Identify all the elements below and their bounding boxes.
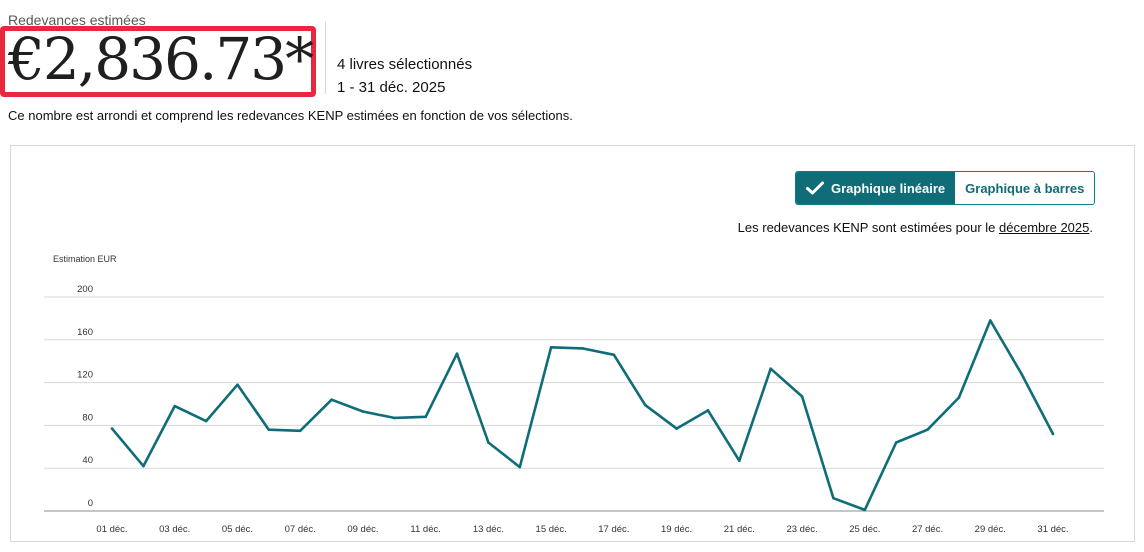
- y-tick-label: 160: [77, 327, 93, 338]
- total-royalties-amount: €2,836.73*: [8, 25, 314, 93]
- x-tick-label: 29 déc.: [975, 524, 1006, 535]
- line-chart-button[interactable]: Graphique linéaire: [796, 172, 956, 204]
- y-tick-label: 80: [82, 412, 93, 423]
- data-point: [330, 398, 333, 402]
- y-axis-title: Estimation EUR: [53, 254, 117, 264]
- data-point: [393, 416, 396, 420]
- data-point: [204, 419, 208, 423]
- data-point: [738, 459, 741, 463]
- x-tick-label: 13 déc.: [473, 524, 504, 535]
- data-point: [894, 441, 898, 444]
- data-point: [1020, 372, 1023, 376]
- x-tick-label: 25 déc.: [849, 524, 880, 535]
- chart-type-toggle: Graphique linéaire Graphique à barres: [795, 171, 1096, 205]
- data-point: [706, 409, 710, 412]
- data-point: [267, 428, 271, 431]
- checkmark-icon: [806, 181, 824, 195]
- data-point: [173, 404, 177, 408]
- estimated-royalties-label: Redevances estimées: [8, 12, 146, 28]
- bar-chart-label: Graphique à barres: [965, 180, 1085, 196]
- x-tick-label: 23 déc.: [786, 524, 817, 535]
- divider: [325, 22, 326, 94]
- x-tick-label: 01 déc.: [96, 524, 127, 535]
- kenp-note-suffix: .: [1089, 220, 1093, 235]
- chart-card: [10, 145, 1135, 542]
- books-selected-count: 4 livres sélectionnés: [337, 56, 473, 73]
- data-point: [769, 367, 772, 370]
- y-tick-label: 120: [77, 370, 93, 381]
- x-tick-label: 21 déc.: [724, 524, 755, 535]
- x-tick-label: 31 déc.: [1037, 524, 1068, 535]
- data-point: [518, 465, 522, 469]
- x-tick-label: 27 déc.: [912, 524, 943, 535]
- data-point: [361, 410, 365, 413]
- x-tick-label: 17 déc.: [598, 524, 629, 535]
- amount-highlight-box: [0, 26, 316, 97]
- x-tick-label: 05 déc.: [222, 524, 253, 535]
- data-point: [142, 464, 145, 468]
- x-tick-label: 03 déc.: [159, 524, 190, 535]
- data-point: [612, 353, 616, 357]
- kenp-note-prefix: Les redevances KENP sont estimées pour l…: [737, 220, 1000, 235]
- data-point: [1051, 432, 1055, 436]
- data-point: [549, 345, 553, 349]
- data-point: [675, 427, 678, 430]
- y-tick-label: 40: [82, 455, 93, 466]
- data-point: [643, 403, 647, 407]
- y-tick-label: 200: [77, 284, 93, 295]
- data-point: [581, 347, 584, 350]
- data-point: [926, 428, 929, 431]
- data-point: [236, 383, 239, 387]
- data-point: [298, 429, 302, 433]
- line-chart-label: Graphique linéaire: [831, 180, 946, 196]
- date-range: 1 - 31 déc. 2025: [337, 79, 446, 96]
- x-tick-label: 19 déc.: [661, 524, 692, 535]
- y-tick-label: 0: [88, 498, 93, 509]
- data-point: [988, 319, 992, 322]
- data-point: [424, 415, 427, 419]
- data-point: [800, 395, 804, 398]
- data-point: [110, 427, 114, 430]
- x-tick-label: 09 déc.: [347, 524, 378, 535]
- rounding-note: Ce nombre est arrondi et comprend les re…: [8, 108, 573, 123]
- data-point: [957, 396, 961, 399]
- data-point: [863, 508, 867, 512]
- x-tick-label: 15 déc.: [536, 524, 567, 535]
- data-point: [455, 352, 459, 356]
- data-point: [832, 496, 835, 500]
- data-point: [487, 441, 490, 444]
- x-tick-label: 11 déc.: [410, 524, 440, 535]
- kenp-month-link[interactable]: décembre 2025: [999, 220, 1090, 235]
- kenp-estimate-note: Les redevances KENP sont estimées pour l…: [738, 219, 1093, 237]
- bar-chart-button[interactable]: Graphique à barres: [955, 172, 1095, 204]
- x-tick-label: 07 déc.: [285, 524, 316, 535]
